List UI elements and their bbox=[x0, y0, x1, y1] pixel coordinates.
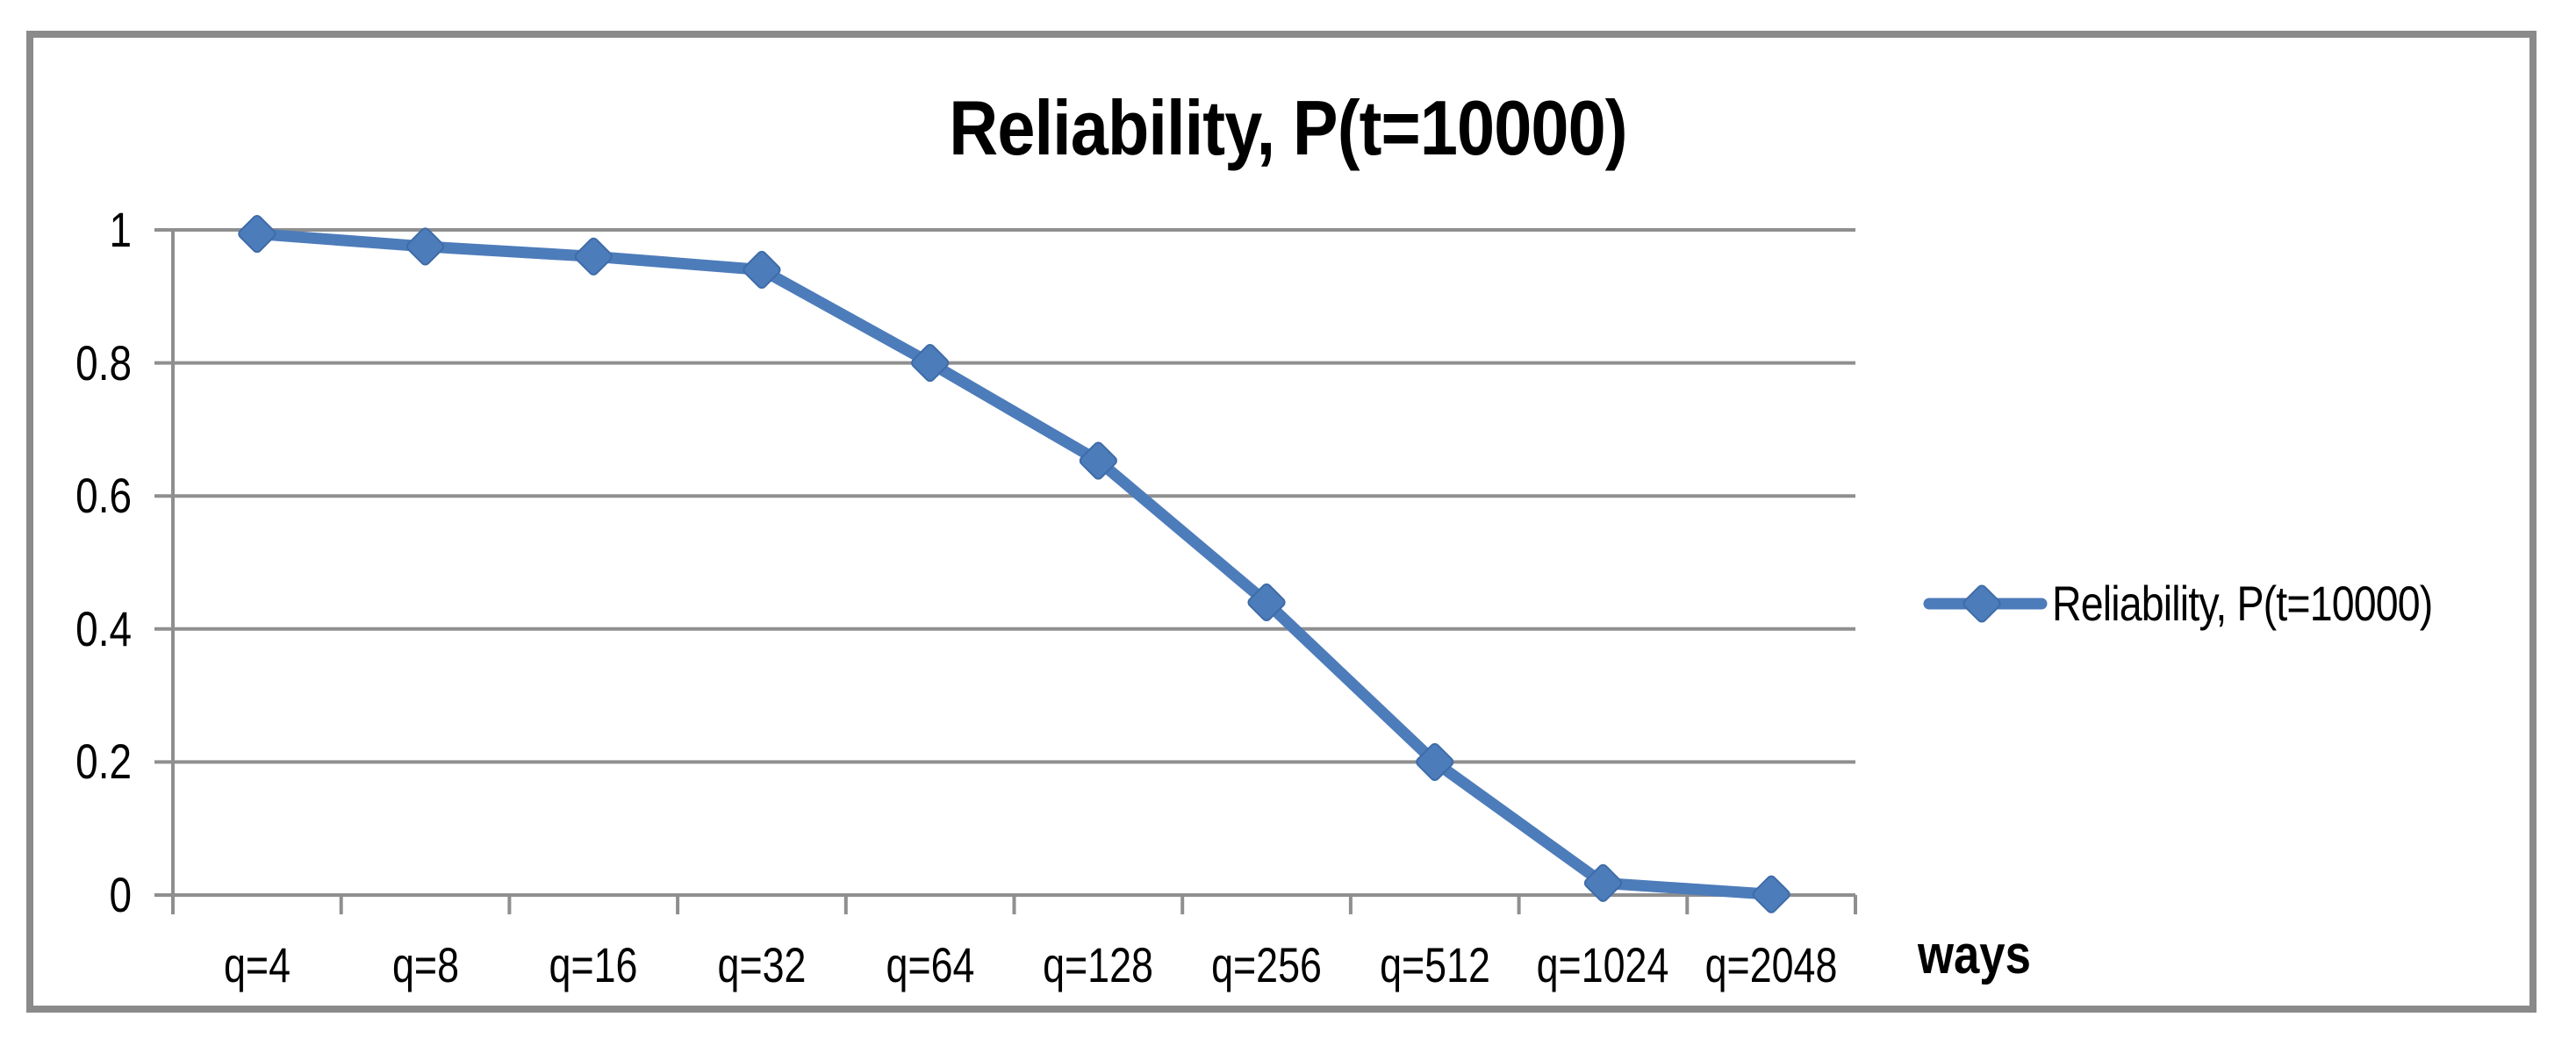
y-axis-tick-label: 0.6 bbox=[75, 468, 132, 524]
x-axis-tick-label: q=8 bbox=[391, 937, 459, 992]
data-point-marker bbox=[1416, 742, 1454, 781]
x-axis-tick-label: q=128 bbox=[1043, 937, 1154, 992]
data-point-marker bbox=[1752, 875, 1790, 913]
x-axis-tick-label: q=64 bbox=[886, 937, 975, 992]
data-point-marker bbox=[1583, 863, 1623, 902]
data-point-marker bbox=[574, 237, 613, 276]
legend: Reliability, P(t=10000) bbox=[1920, 577, 2510, 630]
series-line bbox=[251, 228, 1777, 900]
x-axis-tick-label: q=512 bbox=[1379, 937, 1490, 992]
x-axis-tick-label: q=4 bbox=[223, 937, 291, 992]
legend-label: Reliability, P(t=10000) bbox=[2052, 576, 2433, 631]
chart-title: Reliability, P(t=10000) bbox=[949, 84, 1627, 171]
x-axis-tick-label: q=32 bbox=[717, 937, 807, 992]
data-point-marker bbox=[911, 344, 950, 383]
legend-marker-icon bbox=[1923, 584, 2048, 623]
chart-border-frame bbox=[26, 31, 2537, 1013]
y-axis-tick-label: 1 bbox=[109, 202, 132, 257]
x-axis-tick-label: q=16 bbox=[549, 937, 638, 992]
x-axis-tick-label: q=1024 bbox=[1537, 937, 1669, 992]
x-axis-title: ways bbox=[1918, 925, 2031, 985]
data-point-marker bbox=[1247, 583, 1286, 622]
data-point-marker bbox=[405, 227, 445, 266]
x-axis-tick-label: q=2048 bbox=[1704, 937, 1838, 992]
y-axis-tick-label: 0.2 bbox=[75, 734, 132, 790]
x-axis-tick-label: q=256 bbox=[1211, 937, 1322, 992]
y-axis-tick-label: 0.4 bbox=[75, 600, 132, 656]
data-point-marker bbox=[238, 214, 276, 254]
y-axis-tick-label: 0 bbox=[109, 867, 132, 922]
data-point-marker bbox=[1079, 441, 1117, 480]
y-axis-tick-label: 0.8 bbox=[75, 334, 132, 390]
data-point-marker bbox=[743, 250, 781, 290]
